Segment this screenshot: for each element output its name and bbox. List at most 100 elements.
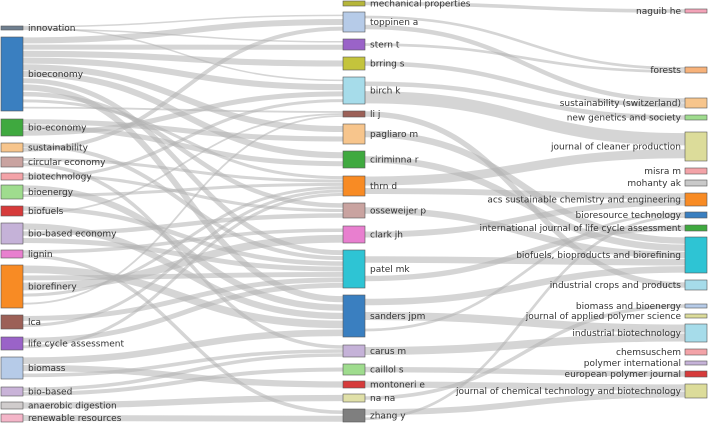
node-industrial-biotechnology[interactable]: industrial biotechnology <box>572 323 708 343</box>
node-biofuels-bioproducts-and-biorefining[interactable]: biofuels, bioproducts and biorefining <box>516 236 708 274</box>
node-bar[interactable] <box>0 142 24 153</box>
node-bar[interactable] <box>0 25 24 31</box>
node-journal-of-applied-polymer-science[interactable]: journal of applied polymer science <box>525 312 708 322</box>
node-bar[interactable] <box>0 36 24 112</box>
node-bar[interactable] <box>684 360 708 366</box>
node-birch-k[interactable]: birch k <box>342 76 401 105</box>
node-lignin[interactable]: lignin <box>0 249 53 260</box>
node-bar[interactable] <box>342 294 366 338</box>
node-innovation[interactable]: innovation <box>0 24 76 34</box>
node-bar[interactable] <box>684 97 708 109</box>
node-bar[interactable] <box>342 0 366 7</box>
node-bar[interactable] <box>684 66 708 74</box>
node-journal-of-cleaner-production[interactable]: journal of cleaner production <box>550 131 708 162</box>
node-bar[interactable] <box>684 383 708 399</box>
node-pagliaro-m[interactable]: pagliaro m <box>342 123 418 145</box>
node-bar[interactable] <box>342 363 366 376</box>
node-bar[interactable] <box>684 370 708 378</box>
node-life-cycle-assessment[interactable]: life cycle assessment <box>0 336 125 351</box>
node-bar[interactable] <box>342 76 366 105</box>
node-stern-t[interactable]: stern t <box>342 38 400 51</box>
node-bio-based-economy[interactable]: bio-based economy <box>0 222 117 245</box>
node-bar[interactable] <box>0 184 24 200</box>
node-li-j[interactable]: li j <box>342 110 380 120</box>
node-montoneri-e[interactable]: montoneri e <box>342 380 425 391</box>
node-bar[interactable] <box>0 205 24 217</box>
node-bar[interactable] <box>0 314 24 330</box>
node-international-journal-of-life-cycle-assessment[interactable]: international journal of life cycle asse… <box>479 224 708 234</box>
node-bar[interactable] <box>684 131 708 162</box>
node-bar[interactable] <box>684 8 708 14</box>
node-biotechnology[interactable]: biotechnology <box>0 172 92 183</box>
node-bar[interactable] <box>342 408 366 423</box>
node-bar[interactable] <box>0 172 24 181</box>
node-bar[interactable] <box>0 386 24 397</box>
node-sustainability[interactable]: sustainability <box>0 142 89 154</box>
node-thrn-d[interactable]: thrn d <box>342 175 397 197</box>
node-bar[interactable] <box>684 211 708 219</box>
node-clark-jh[interactable]: clark jh <box>342 225 403 244</box>
node-biomass[interactable]: biomass <box>0 356 66 380</box>
node-anaerobic-digestion[interactable]: anaerobic digestion <box>0 401 117 412</box>
node-bar[interactable] <box>0 264 24 309</box>
node-bar[interactable] <box>342 393 366 403</box>
node-carus-m[interactable]: carus m <box>342 344 406 358</box>
node-bar[interactable] <box>684 279 708 291</box>
node-bar[interactable] <box>684 179 708 187</box>
node-bar[interactable] <box>342 150 366 169</box>
node-european-polymer-journal[interactable]: european polymer journal <box>565 370 708 380</box>
node-bar[interactable] <box>684 114 708 121</box>
node-patel-mk[interactable]: patel mk <box>342 249 410 289</box>
node-bar[interactable] <box>684 192 708 207</box>
node-bar[interactable] <box>342 175 366 197</box>
node-renewable-resources[interactable]: renewable resources <box>0 413 122 423</box>
node-osseweijer-p[interactable]: osseweijer p <box>342 202 426 219</box>
node-bioeconomy[interactable]: bioeconomy <box>0 36 84 112</box>
node-bar[interactable] <box>0 356 24 380</box>
node-toppinen-a[interactable]: toppinen a <box>342 11 418 33</box>
node-bioenergy[interactable]: bioenergy <box>0 184 74 200</box>
node-naguib-he[interactable]: naguib he <box>636 7 708 17</box>
node-mechanical-properties[interactable]: mechanical properties <box>342 0 471 10</box>
node-bar[interactable] <box>684 313 708 319</box>
node-bar[interactable] <box>0 156 24 168</box>
node-forests[interactable]: forests <box>650 66 708 76</box>
node-polymer-international[interactable]: polymer international <box>584 359 708 369</box>
node-bio-based[interactable]: bio-based <box>0 386 72 398</box>
node-sustainability-switzerland[interactable]: sustainability (switzerland) <box>560 97 708 109</box>
node-bar[interactable] <box>342 344 366 358</box>
node-zhang-y[interactable]: zhang y <box>342 408 406 423</box>
node-bar[interactable] <box>0 222 24 245</box>
node-bar[interactable] <box>342 202 366 219</box>
node-ciriminna-r[interactable]: ciriminna r <box>342 150 419 169</box>
node-lca[interactable]: lca <box>0 314 41 330</box>
node-bar[interactable] <box>684 323 708 343</box>
node-bar[interactable] <box>0 118 24 137</box>
node-circular-economy[interactable]: circular economy <box>0 156 106 168</box>
node-bio-economy[interactable]: bio-economy <box>0 118 87 137</box>
node-bar[interactable] <box>342 123 366 145</box>
node-caillol-s[interactable]: caillol s <box>342 363 404 376</box>
node-bar[interactable] <box>342 11 366 33</box>
node-journal-of-chemical-technology-and-biotechnology[interactable]: journal of chemical technology and biote… <box>455 383 708 399</box>
node-bioresource-technology[interactable]: bioresource technology <box>576 211 708 221</box>
node-bar[interactable] <box>0 401 24 410</box>
node-acs-sustainable-chemistry-and-engineering[interactable]: acs sustainable chemistry and engineerin… <box>487 192 708 207</box>
node-misra-m[interactable]: misra m <box>644 167 708 177</box>
node-bar[interactable] <box>0 336 24 351</box>
node-bar[interactable] <box>0 249 24 259</box>
node-bar[interactable] <box>342 380 366 389</box>
node-new-genetics-and-society[interactable]: new genetics and society <box>567 114 708 124</box>
node-industrial-crops-and-products[interactable]: industrial crops and products <box>550 279 708 291</box>
node-bar[interactable] <box>0 413 24 423</box>
node-brring-s[interactable]: brring s <box>342 56 405 71</box>
node-chemsuschem[interactable]: chemsuschem <box>616 348 708 358</box>
node-biofuels[interactable]: biofuels <box>0 205 64 217</box>
node-bar[interactable] <box>684 348 708 356</box>
node-bar[interactable] <box>342 110 366 118</box>
node-sanders-jpm[interactable]: sanders jpm <box>342 294 425 338</box>
node-mohanty-ak[interactable]: mohanty ak <box>627 179 708 189</box>
node-na-na[interactable]: na na <box>342 393 395 404</box>
node-bar[interactable] <box>684 167 708 175</box>
node-bar[interactable] <box>342 56 366 71</box>
